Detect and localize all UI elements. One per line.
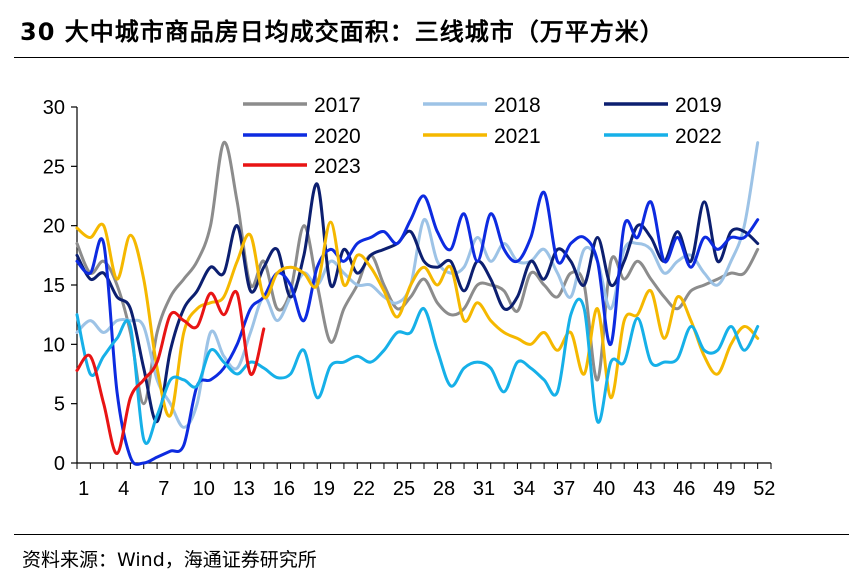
x-tick-label: 52 [753, 478, 775, 500]
y-tick-label: 25 [43, 156, 65, 178]
y-tick-label: 30 [43, 97, 65, 119]
chart-title: 30 大中城市商品房日均成交面积：三线城市（万平方米） [20, 18, 665, 46]
y-tick-label: 10 [43, 334, 65, 356]
x-tick-label: 16 [273, 478, 295, 500]
series-line-2022 [75, 297, 760, 445]
x-tick-label: 13 [233, 478, 255, 500]
x-tick-label: 43 [633, 478, 655, 500]
x-tick-label: 4 [118, 478, 129, 500]
legend-label-2023: 2023 [314, 155, 361, 178]
series-line-2019 [75, 182, 760, 424]
legend-label-2020: 2020 [314, 125, 361, 148]
series-lines [75, 141, 760, 466]
title-rule [14, 57, 849, 58]
x-tick-label: 25 [393, 478, 415, 500]
source-note: 资料来源：Wind，海通证券研究所 [22, 549, 317, 571]
y-tick-label: 0 [54, 453, 65, 475]
y-tick-label: 20 [43, 216, 65, 238]
x-tick-label: 19 [313, 478, 335, 500]
x-tick-label: 49 [713, 478, 735, 500]
x-tick-label: 10 [193, 478, 215, 500]
legend-label-2022: 2022 [675, 125, 722, 148]
y-tick-label: 5 [54, 394, 65, 416]
series-line-2020 [75, 190, 760, 466]
x-tick-label: 37 [553, 478, 575, 500]
x-tick-label: 28 [433, 478, 455, 500]
x-tick-label: 1 [78, 478, 89, 500]
x-tick-label: 34 [513, 478, 535, 500]
axes: 0 5 10 15 20 25 30 1 4 7 10 13 16 19 22 25 28 31 34 37 40 43 4… [43, 97, 776, 500]
legend-label-2019: 2019 [675, 94, 722, 117]
legend-label-2018: 2018 [494, 94, 541, 117]
y-tick-label: 15 [43, 275, 65, 297]
legend-label-2017: 2017 [314, 94, 361, 117]
series-line-2017 [75, 141, 760, 406]
source-rule [14, 534, 849, 535]
legend-label-2021: 2021 [494, 125, 541, 148]
x-tick-label: 22 [353, 478, 375, 500]
legend: 2017 2018 2019 2020 2021 2022 2023 [243, 94, 722, 178]
x-tick-label: 40 [593, 478, 615, 500]
x-tick-label: 31 [473, 478, 495, 500]
series-line-2023 [75, 289, 266, 456]
x-tick-label: 7 [158, 478, 169, 500]
x-tick-label: 46 [673, 478, 695, 500]
